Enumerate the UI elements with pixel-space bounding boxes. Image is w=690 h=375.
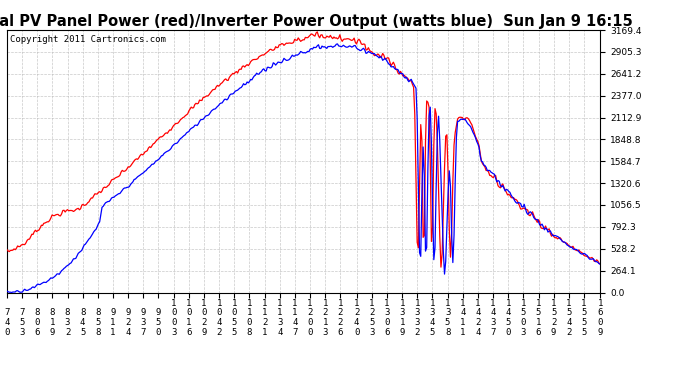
Text: Copyright 2011 Cartronics.com: Copyright 2011 Cartronics.com <box>10 35 166 44</box>
Title: Total PV Panel Power (red)/Inverter Power Output (watts blue)  Sun Jan 9 16:15: Total PV Panel Power (red)/Inverter Powe… <box>0 14 633 29</box>
